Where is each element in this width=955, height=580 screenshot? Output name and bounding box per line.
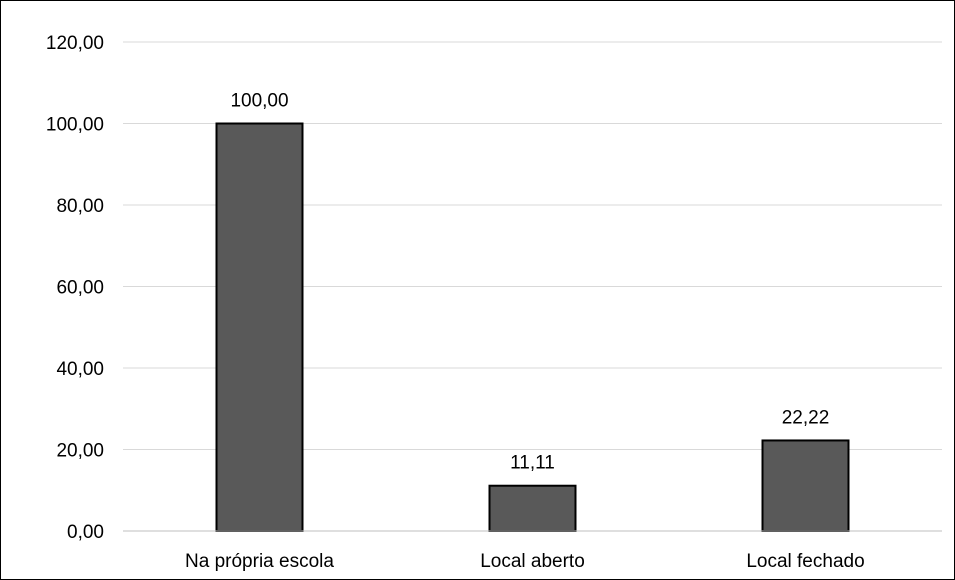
x-tick-label: Local aberto [480, 551, 585, 572]
data-label: 100,00 [230, 91, 288, 112]
x-axis-category-labels: Na própria escola Local aberto Local fecha… [185, 551, 865, 572]
x-tick-label: Local fechado [746, 551, 864, 572]
y-tick-label: 100,00 [46, 115, 104, 136]
x-tick-label: Na própria escola [185, 551, 334, 572]
bar [488, 484, 577, 532]
data-label: 22,22 [782, 407, 830, 428]
y-tick-label: 0,00 [67, 522, 104, 543]
data-label: 11,11 [510, 453, 555, 474]
bar [215, 122, 304, 532]
y-tick-label: 60,00 [56, 278, 104, 299]
bars [215, 122, 850, 532]
y-tick-label: 40,00 [56, 359, 104, 380]
data-labels: 100,00 11,11 22,22 [230, 91, 829, 474]
bar [761, 439, 850, 532]
y-tick-label: 20,00 [56, 441, 104, 462]
y-tick-label: 80,00 [56, 196, 104, 217]
y-tick-label: 120,00 [46, 33, 104, 54]
y-axis-tick-labels: 0,00 20,00 40,00 60,00 80,00 100,00 120,00 [46, 33, 104, 543]
